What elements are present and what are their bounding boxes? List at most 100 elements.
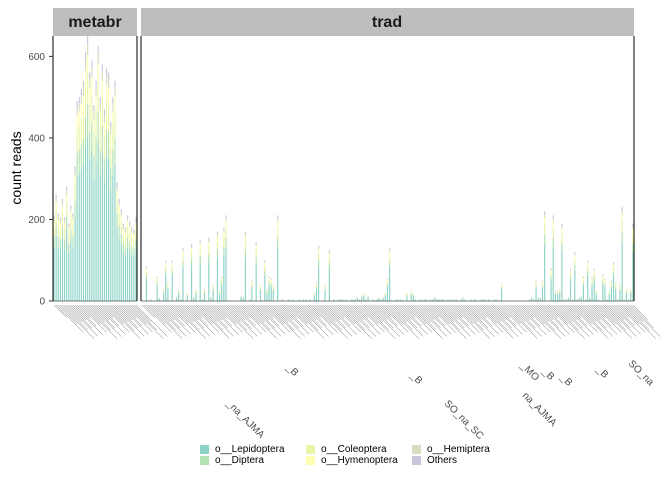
bar-segment-trad-167-5 bbox=[501, 282, 503, 284]
bar-segment-metabr-31-5 bbox=[118, 199, 120, 203]
bar-segment-metabr-12-5 bbox=[78, 97, 80, 104]
bar-segment-trad-32-0 bbox=[210, 298, 212, 301]
x-tick-label-mark bbox=[335, 304, 355, 325]
bar-segment-metabr-28-0 bbox=[112, 174, 114, 301]
x-tick-label-mark bbox=[630, 304, 655, 329]
bar-segment-trad-196-0 bbox=[563, 299, 565, 301]
bar-segment-trad-220-1 bbox=[615, 287, 617, 290]
bar-segment-trad-144-0 bbox=[451, 299, 453, 301]
bar-segment-trad-195-5 bbox=[561, 223, 563, 226]
bar-segment-trad-223-0 bbox=[621, 242, 623, 301]
bar-segment-trad-138-0 bbox=[438, 299, 440, 301]
bar-segment-trad-227-0 bbox=[630, 293, 632, 301]
x-tick-label-mark bbox=[473, 304, 487, 318]
bar-segment-metabr-32-4 bbox=[120, 212, 122, 216]
bar-segment-trad-207-5 bbox=[587, 260, 589, 262]
bar-segment-trad-160-0 bbox=[485, 300, 488, 301]
bar-segment-trad-218-0 bbox=[610, 288, 612, 301]
bar-segment-metabr-38-4 bbox=[133, 231, 135, 235]
bar-segment-trad-148-0 bbox=[460, 299, 462, 301]
bar-segment-trad-195-3 bbox=[561, 228, 563, 235]
bar-segment-trad-46-1 bbox=[240, 296, 242, 298]
bar-segment-trad-194-2 bbox=[559, 290, 561, 292]
x-tick-label-mark bbox=[127, 304, 147, 325]
x-tick-label-mark bbox=[66, 304, 99, 337]
legend-key-hymenoptera bbox=[306, 456, 315, 465]
bar-segment-metabr-22-0 bbox=[99, 174, 101, 301]
x-tick-label-mark bbox=[535, 304, 560, 329]
bar-segment-metabr-10-4 bbox=[74, 170, 76, 176]
bar-segment-metabr-27-4 bbox=[110, 127, 112, 135]
bar-segment-trad-187-5 bbox=[544, 211, 546, 214]
bar-segment-trad-187-4 bbox=[544, 214, 546, 218]
legend-key-lepidoptera bbox=[200, 445, 209, 454]
bar-segment-metabr-36-4 bbox=[129, 223, 131, 228]
x-tick-label-mark bbox=[172, 304, 206, 339]
bar-segment-trad-33-4 bbox=[212, 285, 214, 286]
bar-segment-trad-19-4 bbox=[182, 249, 184, 252]
bar-segment-trad-48-3 bbox=[244, 236, 246, 242]
bar-segment-trad-187-1 bbox=[544, 234, 546, 246]
bar-segment-trad-223-2 bbox=[621, 220, 623, 232]
bar-segment-metabr-30-4 bbox=[116, 186, 118, 192]
bar-segment-trad-39-3 bbox=[225, 221, 227, 228]
x-tick-label-mark bbox=[432, 304, 467, 339]
bar-segment-metabr-17-4 bbox=[89, 79, 91, 89]
x-tick-label-mark bbox=[135, 304, 168, 337]
bar-segment-metabr-38-2 bbox=[133, 239, 135, 249]
x-tick-label-mark bbox=[305, 304, 327, 327]
bar-segment-trad-108-0 bbox=[373, 300, 376, 301]
x-tick-label-mark bbox=[116, 304, 132, 320]
bar-segment-trad-210-2 bbox=[593, 272, 595, 277]
x-tick-label-mark bbox=[348, 304, 364, 320]
bar-segment-trad-228-3 bbox=[632, 228, 634, 235]
x-tick-label-fragment: _B bbox=[557, 372, 574, 389]
x-tick-label-mark bbox=[70, 304, 86, 320]
bar-segment-metabr-6-1 bbox=[66, 216, 68, 231]
bar-segment-trad-29-0 bbox=[203, 293, 206, 301]
x-tick-label-mark bbox=[102, 304, 130, 333]
bar-segment-trad-157-0 bbox=[479, 300, 481, 301]
x-tick-label-mark bbox=[352, 304, 375, 327]
bar-segment-trad-195-1 bbox=[561, 243, 563, 253]
bar-segment-metabr-26-4 bbox=[108, 79, 110, 89]
bar-segment-trad-209-1 bbox=[591, 282, 593, 286]
bar-segment-trad-167-1 bbox=[501, 287, 503, 290]
bar-segment-metabr-29-5 bbox=[114, 80, 116, 88]
bar-segment-trad-210-3 bbox=[593, 270, 595, 273]
x-tick-label-mark bbox=[355, 304, 368, 318]
x-tick-label-mark bbox=[482, 304, 508, 331]
x-tick-label-mark bbox=[159, 304, 175, 320]
x-tick-label-mark bbox=[490, 304, 506, 320]
x-tick-label-mark bbox=[606, 304, 631, 329]
bar-segment-metabr-14-4 bbox=[82, 87, 85, 97]
bar-segment-trad-181-0 bbox=[531, 298, 533, 301]
bar-segment-trad-98-0 bbox=[352, 299, 354, 301]
x-tick-label-mark bbox=[217, 304, 237, 325]
bar-segment-trad-130-0 bbox=[421, 300, 423, 301]
bar-segment-trad-29-2 bbox=[203, 290, 206, 292]
x-tick-label-mark bbox=[380, 304, 409, 333]
x-tick-label-mark bbox=[273, 304, 306, 337]
x-tick-label-mark bbox=[91, 304, 116, 329]
bar-segment-metabr-24-2 bbox=[103, 136, 106, 160]
bar-segment-trad-103-3 bbox=[363, 293, 365, 294]
x-tick-label-mark bbox=[632, 304, 648, 320]
x-tick-label-mark bbox=[525, 304, 545, 325]
bar-segment-metabr-8-2 bbox=[70, 218, 72, 231]
x-tick-label-mark bbox=[402, 304, 416, 318]
y-tick-label: 600 bbox=[28, 52, 45, 63]
bar-segment-trad-12-3 bbox=[167, 283, 169, 286]
bar-segment-trad-217-0 bbox=[608, 294, 610, 301]
bar-segment-trad-225-3 bbox=[625, 289, 628, 291]
bar-segment-metabr-33-3 bbox=[122, 228, 124, 235]
x-tick-label-mark bbox=[529, 304, 555, 331]
bar-segment-trad-21-1 bbox=[186, 294, 188, 296]
bar-segment-trad-205-1 bbox=[582, 282, 584, 286]
bar-segment-trad-180-0 bbox=[529, 299, 531, 301]
bar-segment-trad-7-1 bbox=[156, 282, 158, 286]
bar-segment-trad-214-4 bbox=[602, 275, 604, 277]
x-tick-label-fragment: _B bbox=[593, 364, 610, 381]
x-tick-label-mark bbox=[596, 304, 616, 325]
bar-segment-trad-60-5 bbox=[270, 278, 272, 280]
